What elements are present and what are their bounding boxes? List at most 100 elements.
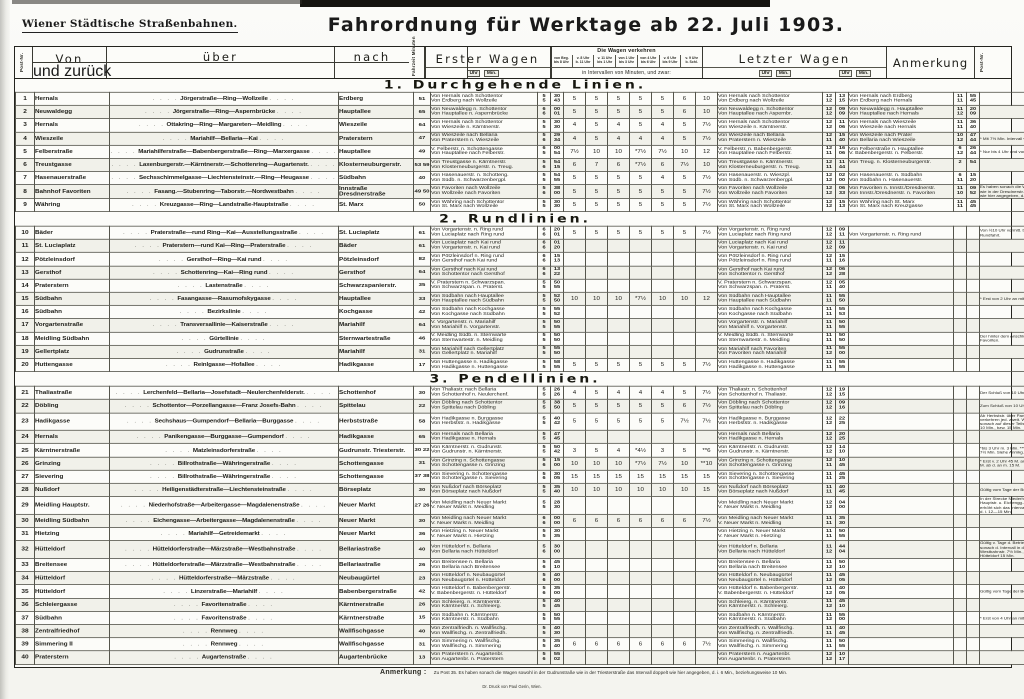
rundlinien-letzter-wagen-b-line-1 <box>850 352 953 357</box>
table-row[interactable]: 26 Grinzing. . . . Billrothstraße—Währing… <box>15 456 1024 471</box>
table-row[interactable]: 39 Simmering II. . . . Rennweg . . . . Wal… <box>15 637 1024 652</box>
pendellinien-intervall-3 <box>629 430 652 445</box>
pendellinien-intervall-3 <box>629 597 652 612</box>
table-row[interactable]: 10 Bäder. . . . Praterstraße—rund Ring—Ka… <box>15 225 1024 240</box>
pendellinien-intervall-3 <box>629 527 652 542</box>
pendellinien-erster-wagen-a-uhr-line-1: 6 <box>542 548 546 554</box>
table-row[interactable]: 8 Bahnhof Favoriten. . . . Fasang.—Stuben… <box>15 184 1024 199</box>
pendellinien-erster-wagen-a-min: 38 50 <box>550 399 564 414</box>
pendellinien-intervall-5: 6 <box>673 637 696 652</box>
pendellinien-letzter-wagen-b-min <box>966 584 980 599</box>
table-row[interactable]: 19 Gellertplatz. . . . Gudrunstraße . . .… <box>15 344 1024 359</box>
rundlinien-letzter-wagen-a-min: 50 50 <box>835 331 849 346</box>
table-row[interactable]: 23 Hadikgasse. . . . Sechshaus—Gumpendorf… <box>15 412 1024 431</box>
pendellinien-letzter-wagen-b <box>848 650 954 665</box>
pendellinien-intervall-2 <box>607 430 630 445</box>
table-row[interactable]: 31 Hietzing. . . . Mariahilf—Getreidemark… <box>15 527 1024 542</box>
rundlinien-letzter-wagen-a-uhr-line-1: 12 <box>825 232 833 237</box>
table-row[interactable]: 34 Hütteldorf. . . . Hütteldorferstraße—M… <box>15 571 1024 586</box>
table-row[interactable]: 16 Südbahn. . . . Bezirkslinie . . . . Koc… <box>15 305 1024 320</box>
rundlinien-intervall-4 <box>651 265 674 280</box>
pendellinien-intervall-6 <box>695 571 718 586</box>
table-row[interactable]: 12 Pötzleinsdorf. . . . Gersthof—Ring—Kai… <box>15 252 1024 267</box>
pendellinien-erster-wagen-a-min-line-0: 55 <box>553 652 561 657</box>
durchgehende-letzter-wagen-b-uhr-line-0: 6 <box>958 172 962 178</box>
table-row[interactable]: 13 Gersthof. . . . Schottenring—Kai—Ring … <box>15 265 1024 280</box>
rundlinien-letzter-wagen-a: Von Vorgartenstr. n. Mariahilf Von Mariah… <box>717 318 823 333</box>
table-row[interactable]: 38 Zentralfriedhof. . . . Rennweg . . . .… <box>15 624 1024 639</box>
rundlinien-ueber: . . . . Bezirkslinie . . . . <box>109 305 339 320</box>
durchgehende-intervall-4: 7½ <box>651 144 674 159</box>
table-row[interactable]: 2 Neuwaldegg. . . . Jörgerstraße—Ring—Asp… <box>15 105 1024 120</box>
pendellinien-letzter-wagen-b-min-line-1 <box>968 618 979 623</box>
rundlinien-erster-wagen-a-min-line-1: 55 <box>553 364 561 370</box>
rundlinien-anmerkung: Der hinter dem Anschluß zum Bahnhof Favo… <box>979 331 1024 346</box>
pendellinien-letzter-wagen-a-uhr: 12 12 <box>822 412 836 431</box>
table-row[interactable]: 11 St. Luciaplatz. . . . Praterstern—rund… <box>15 239 1024 254</box>
pendellinien-letzter-wagen-a-uhr-line-1: 11 <box>826 475 832 481</box>
pendellinien-anmerkung <box>979 624 1024 639</box>
scan-top-artifact <box>300 0 770 7</box>
table-row[interactable]: 15 Südbahn. . . . Fasangasse—Rasumofskyga… <box>15 291 1024 306</box>
pendellinien-letzter-wagen-a-uhr: 11 12 <box>822 540 836 559</box>
verkehren-col-5: v. 6 Uhr bis 9 Uhr <box>658 55 681 67</box>
rundlinien-intervall-6 <box>695 239 718 254</box>
durchgehende-letzter-wagen-a: Von Neuwaldegg n. Schottentor Von Hauptal… <box>717 105 823 120</box>
table-row[interactable]: 28 Nußdorf. . . . Heiligenstädterstraße—L… <box>15 482 1024 497</box>
rundlinien-letzter-wagen-b-min-line-1 <box>968 339 979 344</box>
table-row[interactable]: 29 Meidling Hauptstr.. . . . Niederhofstr… <box>15 496 1024 515</box>
rundlinien-erster-wagen-a-line-1: Von Vorgartenstr. n. Kai rund <box>431 245 500 251</box>
pendellinien-erster-wagen-a: Von Hadikgasse n. Burggasse Von Herbststr… <box>430 412 538 431</box>
pendellinien-von: Südbahn <box>34 610 110 626</box>
table-row[interactable]: 33 Breitensee. . . . Hütteldorferstraße—M… <box>15 558 1024 573</box>
rundlinien-ueber: . . . . Transversallinie—Kaiserstraße . … <box>109 318 339 333</box>
table-row[interactable]: 40 Praterstern. . . . Augartenstraße . . … <box>15 650 1024 665</box>
rundlinien-intervall-1: 5 <box>585 225 608 240</box>
table-row[interactable]: 3 Hernals. . . . Ottakring—Ring—Margarete… <box>15 118 1024 133</box>
table-row[interactable]: 36 Schleiergasse. . . . Favoritenstraße .… <box>15 597 1024 612</box>
table-row[interactable]: 5 Felberstraße. . . . Mariahilferstraße—B… <box>15 144 1024 159</box>
table-row[interactable]: 25 Kärntnerstraße. . . . Matzleinsdorfers… <box>15 443 1024 458</box>
durchgehende-ueber: . . . . Fasang.—Stubenring—Taborstr.—Nor… <box>109 184 339 199</box>
rundlinien-intervall-0 <box>563 318 586 333</box>
table-row[interactable]: 22 Döbling. . . . Schottentor—Porzellanga… <box>15 399 1024 414</box>
table-row[interactable]: 17 Vorgartenstraße. . . . Transversallini… <box>15 318 1024 333</box>
durchgehende-erster-wagen-a-min-line-0: 00 <box>553 106 561 112</box>
table-row[interactable]: 4 Wieszeile. . . . Mariahilf—Bellaria—Kai… <box>15 131 1024 146</box>
table-row[interactable]: 32 Hütteldorf. . . . Hütteldorferstraße—M… <box>15 540 1024 559</box>
table-row[interactable]: 21 Thaliastraße. . . . Lerchenfeld—Bellar… <box>15 385 1024 400</box>
pendellinien-intervall-3 <box>629 558 652 573</box>
pendellinien-letzter-wagen-a-line-0: Von Hernals nach Bellaria <box>718 431 781 437</box>
durchgehende-intervall-0: 5 <box>563 171 586 186</box>
pendellinien-erster-wagen-a: Von Meidling nach Neuer Markt V. Neuer Ma… <box>430 496 538 515</box>
table-row[interactable]: 18 Meidling Südbahn. . . . Gürtellinie . … <box>15 331 1024 346</box>
rundlinien-intervall-0 <box>563 265 586 280</box>
durchgehende-letzter-wagen-b-uhr-line-0: 2 <box>958 159 962 165</box>
table-row[interactable]: 35 Hütteldorf. . . . Linzerstraße—Mariahi… <box>15 584 1024 599</box>
table-row[interactable]: 1 Hernals. . . . Jörgerstraße—Ring—Wollze… <box>15 91 1024 106</box>
durchgehende-letzter-wagen-a-uhr-line-1: 12 <box>825 111 833 117</box>
table-row[interactable]: 27 Sievering. . . . Billrothstraße—Währin… <box>15 469 1024 484</box>
rundlinien-intervall-6: 12 <box>695 291 718 306</box>
table-row[interactable]: 9 Währing. . . . Kreuzgasse—Ring—Landstra… <box>15 197 1024 212</box>
durchgehende-post-nr: 3 <box>15 118 35 133</box>
table-row[interactable]: 24 Hernals. . . . Panikengasse—Burggasse—… <box>15 430 1024 445</box>
table-row[interactable]: 30 Meidling Südbahn. . . . Eichengasse—Ar… <box>15 513 1024 528</box>
pendellinien-letzter-wagen-b-uhr <box>953 513 967 528</box>
table-row[interactable]: 37 Südbahn. . . . Favoritenstraße . . . .… <box>15 610 1024 626</box>
rundlinien-letzter-wagen-b-uhr <box>953 239 967 254</box>
pendellinien-ueber: . . . . Matzleinsdorferstraße . . . . <box>109 443 339 458</box>
rundlinien-post-nr: 14 <box>15 278 35 293</box>
table-row[interactable]: 6 Treustgasse. . . . Laxenburgerstr.—Kärn… <box>15 157 1024 172</box>
table-row[interactable]: 14 Praterstern. . . . Lastenstraße . . . … <box>15 278 1024 293</box>
pendellinien-letzter-wagen-a: Von Praterstern n. Augartenbr. Von Augart… <box>717 650 823 665</box>
table-row[interactable]: 20 Huttengasse. . . . Reinlgasse—Hofallee… <box>15 357 1024 373</box>
durchgehende-intervall-0: 4 <box>563 118 586 133</box>
pendellinien-intervall-6: 7½ <box>695 513 718 528</box>
rundlinien-letzter-wagen-a-uhr: 12 12 <box>822 225 836 240</box>
pendellinien-fahrzeit: 65 <box>413 430 431 445</box>
rundlinien-letzter-wagen-a-min-line-0: 11 <box>839 240 845 246</box>
pendellinien-erster-wagen-a-line-0: Von Breitensee n. Bellaria <box>431 559 494 565</box>
table-row[interactable]: 7 Hasenauerstraße. . . . Sechsschimmelgas… <box>15 171 1024 186</box>
durchgehende-letzter-wagen-b: Von Hasenauerstr. n. Südbahn Von Südbahn … <box>848 171 954 186</box>
